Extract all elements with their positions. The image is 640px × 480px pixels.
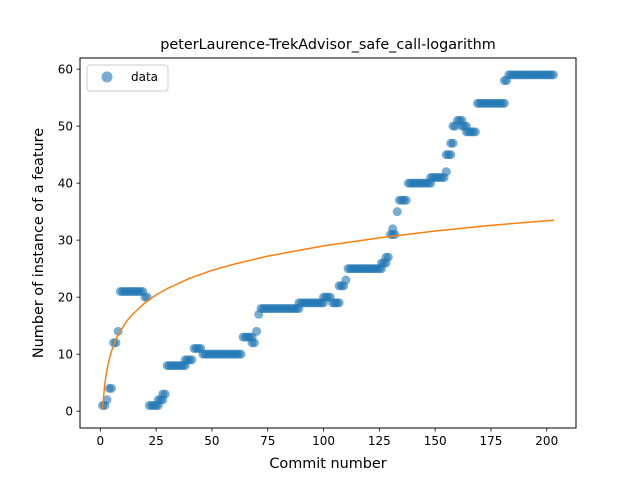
legend-marker-data xyxy=(101,71,113,83)
data-point xyxy=(252,326,262,336)
data-point xyxy=(383,252,393,262)
x-tick-label: 150 xyxy=(424,434,447,448)
data-point xyxy=(249,338,259,348)
x-tick-label: 0 xyxy=(96,434,104,448)
data-point xyxy=(113,326,123,336)
chart-title: peterLaurence-TrekAdvisor_safe_call-loga… xyxy=(160,37,496,53)
fit-curve-layer xyxy=(101,219,555,410)
data-point xyxy=(470,127,480,137)
axes-frame xyxy=(79,57,577,429)
data-point xyxy=(334,298,344,308)
x-tick-label: 25 xyxy=(148,434,163,448)
y-tick-label: 50 xyxy=(58,119,73,133)
legend-label-data: data xyxy=(131,70,158,84)
data-point xyxy=(401,195,411,205)
y-tick-label: 20 xyxy=(58,290,73,304)
legend: data xyxy=(86,64,169,92)
x-tick-label: 50 xyxy=(204,434,219,448)
data-point xyxy=(187,355,197,365)
y-tick-label: 30 xyxy=(58,233,73,247)
data-point xyxy=(341,275,351,285)
y-tick-label: 0 xyxy=(65,404,73,418)
data-point xyxy=(441,167,451,177)
y-tick-label: 10 xyxy=(58,347,73,361)
data-point xyxy=(448,138,458,148)
data-point xyxy=(499,98,509,108)
y-axis-label: Number of instance of a feature xyxy=(31,128,47,358)
x-tick-label: 200 xyxy=(535,434,558,448)
data-point xyxy=(388,224,398,234)
data-point xyxy=(142,292,152,302)
x-tick-label: 125 xyxy=(368,434,391,448)
y-axis-ticks: 0 10 20 30 40 50 60 xyxy=(58,62,80,418)
x-tick-label: 100 xyxy=(312,434,335,448)
data-point xyxy=(106,383,116,393)
fit-curve-line xyxy=(101,219,555,410)
legend-box xyxy=(86,64,169,92)
data-point xyxy=(548,70,558,80)
y-tick-label: 60 xyxy=(58,62,73,76)
x-axis-label: Commit number xyxy=(269,456,386,472)
x-tick-label: 175 xyxy=(479,434,502,448)
data-point xyxy=(392,207,402,217)
x-axis-ticks: 0 25 50 75 100 125 150 175 200 xyxy=(96,428,558,448)
data-point xyxy=(236,349,246,359)
data-point xyxy=(446,150,456,160)
data-point xyxy=(102,395,112,405)
data-marks xyxy=(98,70,558,410)
data-point xyxy=(160,389,170,399)
x-tick-label: 75 xyxy=(260,434,275,448)
y-tick-label: 40 xyxy=(58,176,73,190)
